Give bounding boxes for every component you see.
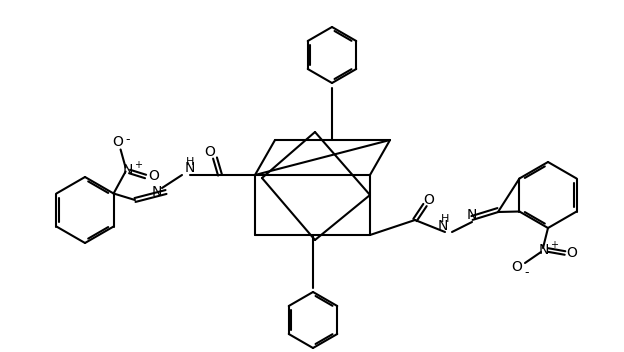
Text: N: N — [122, 163, 133, 177]
Text: -: - — [525, 266, 529, 279]
Text: N: N — [539, 243, 549, 257]
Text: +: + — [134, 159, 142, 170]
Text: O: O — [112, 134, 123, 149]
Text: +: + — [550, 240, 558, 250]
Text: O: O — [424, 193, 434, 207]
Text: H: H — [441, 214, 449, 224]
Text: O: O — [205, 145, 215, 159]
Text: N: N — [152, 185, 162, 199]
Text: -: - — [125, 133, 130, 146]
Text: O: O — [148, 170, 159, 183]
Text: N: N — [438, 219, 448, 233]
Text: O: O — [567, 246, 577, 260]
Text: O: O — [512, 260, 522, 274]
Text: N: N — [185, 161, 195, 175]
Text: H: H — [186, 157, 194, 167]
Text: N: N — [467, 208, 477, 222]
